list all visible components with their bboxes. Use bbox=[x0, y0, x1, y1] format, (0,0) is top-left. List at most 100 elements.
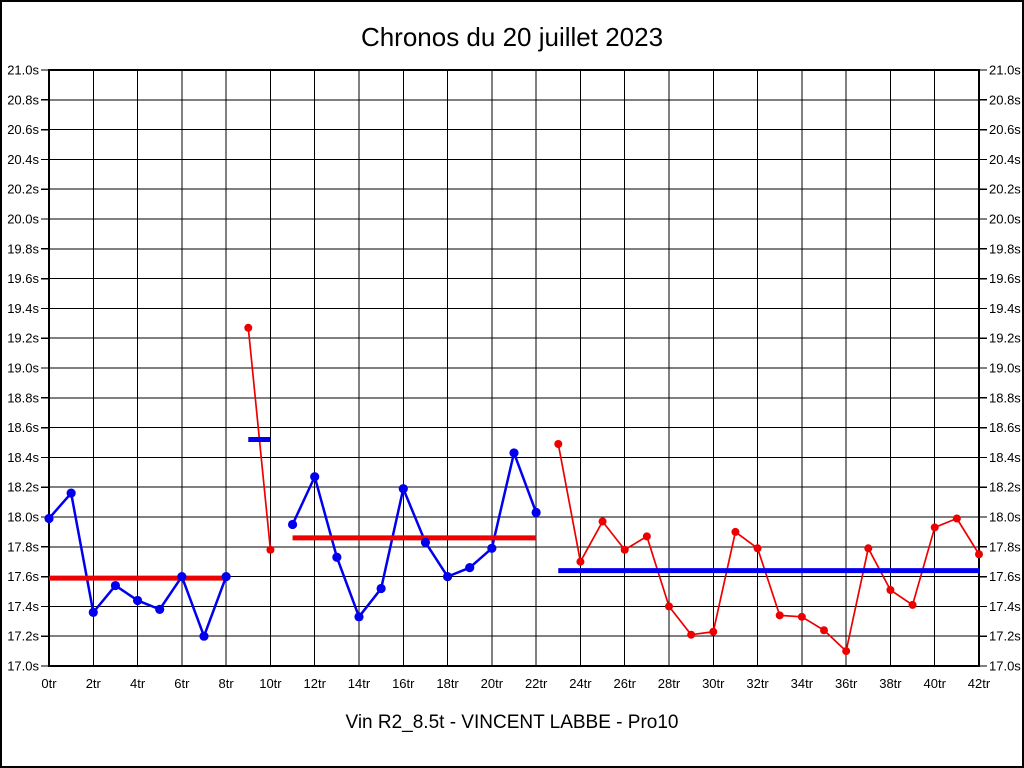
x-axis-label: 2tr bbox=[86, 676, 102, 691]
y-axis-label-right: 18.0s bbox=[989, 510, 1021, 525]
y-axis-label-right: 19.0s bbox=[989, 361, 1021, 376]
y-axis-label-right: 18.8s bbox=[989, 390, 1021, 405]
stint-4-laps-point bbox=[687, 630, 696, 639]
stint-4-laps-point bbox=[775, 611, 784, 620]
y-axis-label-left: 18.2s bbox=[7, 480, 39, 495]
stint-3-laps-point bbox=[287, 519, 298, 530]
stint-4-laps-point bbox=[554, 439, 563, 448]
y-axis-label-left: 20.0s bbox=[7, 212, 39, 227]
y-axis-label-right: 20.0s bbox=[989, 212, 1021, 227]
y-axis-label-right: 17.0s bbox=[989, 659, 1021, 674]
stint-1-laps-point bbox=[88, 607, 98, 617]
y-axis-label-right: 18.2s bbox=[989, 480, 1021, 495]
stint-1-laps-point bbox=[155, 604, 165, 614]
y-axis-label-right: 19.2s bbox=[989, 331, 1021, 346]
x-axis-label: 24tr bbox=[569, 676, 592, 691]
stint-4-laps-point bbox=[930, 523, 939, 532]
y-axis-label-right: 19.6s bbox=[989, 271, 1021, 286]
x-axis-label: 6tr bbox=[174, 676, 190, 691]
y-axis-label-left: 17.4s bbox=[7, 599, 39, 614]
stint-4-laps-point bbox=[709, 627, 718, 636]
y-axis-label-right: 21.0s bbox=[989, 63, 1021, 78]
stint-4-laps-point bbox=[753, 544, 762, 553]
stint-3-laps-line bbox=[291, 451, 538, 619]
stint-4-laps-point bbox=[908, 600, 917, 609]
stint-1-laps-point bbox=[221, 572, 231, 582]
stint-4-laps-point bbox=[864, 544, 873, 553]
x-axis-label: 34tr bbox=[791, 676, 814, 691]
stint-1-laps-point bbox=[177, 572, 187, 582]
y-axis-label-right: 17.2s bbox=[989, 629, 1021, 644]
y-axis-label-left: 17.8s bbox=[7, 539, 39, 554]
stint-1-laps-point bbox=[66, 488, 76, 498]
stint-3-laps-point bbox=[465, 563, 475, 573]
y-axis-label-left: 20.8s bbox=[7, 92, 39, 107]
stint-3-laps-point bbox=[442, 572, 453, 582]
y-axis-label-left: 20.2s bbox=[7, 182, 39, 197]
x-axis-label: 12tr bbox=[304, 676, 327, 691]
y-axis-label-left: 18.8s bbox=[7, 390, 39, 405]
stint-4-laps-point bbox=[842, 647, 851, 656]
stint-4-laps-point bbox=[797, 612, 806, 621]
stint-3-laps-point bbox=[509, 448, 519, 458]
stint-3-laps-point bbox=[354, 612, 364, 622]
chart-caption: Vin R2_8.5t - VINCENT LABBE - Pro10 bbox=[345, 712, 679, 733]
stint-4-laps-point bbox=[975, 550, 983, 559]
y-axis-label-right: 17.4s bbox=[989, 599, 1021, 614]
stint-4-laps-point bbox=[598, 517, 607, 526]
y-axis-label-right: 18.4s bbox=[989, 450, 1021, 465]
x-axis-label: 4tr bbox=[130, 676, 146, 691]
stint-2-laps-point bbox=[266, 545, 275, 554]
x-axis-label: 38tr bbox=[879, 676, 902, 691]
stint-3-laps-point bbox=[310, 472, 320, 482]
y-axis-label-left: 19.4s bbox=[7, 301, 39, 316]
stint-4-laps-point bbox=[820, 626, 828, 635]
y-axis-label-left: 18.4s bbox=[7, 450, 39, 465]
y-axis-label-left: 19.6s bbox=[7, 271, 39, 286]
y-axis-label-right: 20.4s bbox=[989, 152, 1021, 167]
x-axis-label: 32tr bbox=[746, 676, 769, 691]
page-title: Chronos du 20 juillet 2023 bbox=[360, 22, 664, 52]
y-axis-label-left: 20.4s bbox=[7, 152, 39, 167]
stint-4-laps-point bbox=[731, 527, 740, 536]
stint-4-laps-point bbox=[620, 545, 629, 554]
y-axis-label-right: 20.2s bbox=[989, 182, 1021, 197]
stint-4-laps-point bbox=[665, 602, 673, 611]
stint-4-laps-point bbox=[952, 514, 961, 523]
x-axis-label: 18tr bbox=[436, 676, 459, 691]
x-axis-label: 22tr bbox=[525, 676, 548, 691]
stint-1-laps-point bbox=[199, 631, 209, 641]
stint-4-laps-point bbox=[886, 586, 895, 595]
y-axis-label-right: 19.8s bbox=[989, 241, 1021, 256]
stint-1-laps-point bbox=[110, 580, 121, 591]
stint-3-laps-point bbox=[420, 537, 431, 547]
stint-3-laps-point bbox=[332, 552, 342, 562]
x-axis-label: 30tr bbox=[702, 676, 725, 691]
x-axis-label: 20tr bbox=[481, 676, 504, 691]
y-axis-label-right: 20.8s bbox=[989, 92, 1021, 107]
x-axis-label: 36tr bbox=[835, 676, 858, 691]
stint-3-laps-point bbox=[531, 507, 541, 518]
x-axis-label: 28tr bbox=[658, 676, 681, 691]
y-axis-label-right: 17.8s bbox=[989, 539, 1021, 554]
y-axis-label-left: 19.2s bbox=[7, 331, 39, 346]
y-axis-label-left: 17.6s bbox=[7, 569, 39, 584]
y-axis-label-right: 20.6s bbox=[989, 122, 1021, 137]
y-axis-label-left: 18.0s bbox=[7, 510, 39, 525]
x-axis-label: 0tr bbox=[41, 676, 57, 691]
stint-3-laps-point bbox=[376, 583, 386, 594]
stint-4-laps-line bbox=[557, 443, 980, 652]
stint-1-laps-point bbox=[44, 513, 54, 524]
y-axis-label-left: 17.2s bbox=[7, 629, 39, 644]
stint-1-laps-point bbox=[132, 595, 143, 606]
x-axis-label: 40tr bbox=[924, 676, 947, 691]
stint-3-laps-point bbox=[398, 484, 408, 494]
x-axis-label: 10tr bbox=[259, 676, 282, 691]
stint-3-laps-point bbox=[487, 543, 497, 553]
y-axis-label-left: 17.0s bbox=[7, 659, 39, 674]
y-axis-label-left: 19.8s bbox=[7, 241, 39, 256]
y-axis-label-left: 20.6s bbox=[7, 122, 39, 137]
y-axis-label-left: 19.0s bbox=[7, 361, 39, 376]
